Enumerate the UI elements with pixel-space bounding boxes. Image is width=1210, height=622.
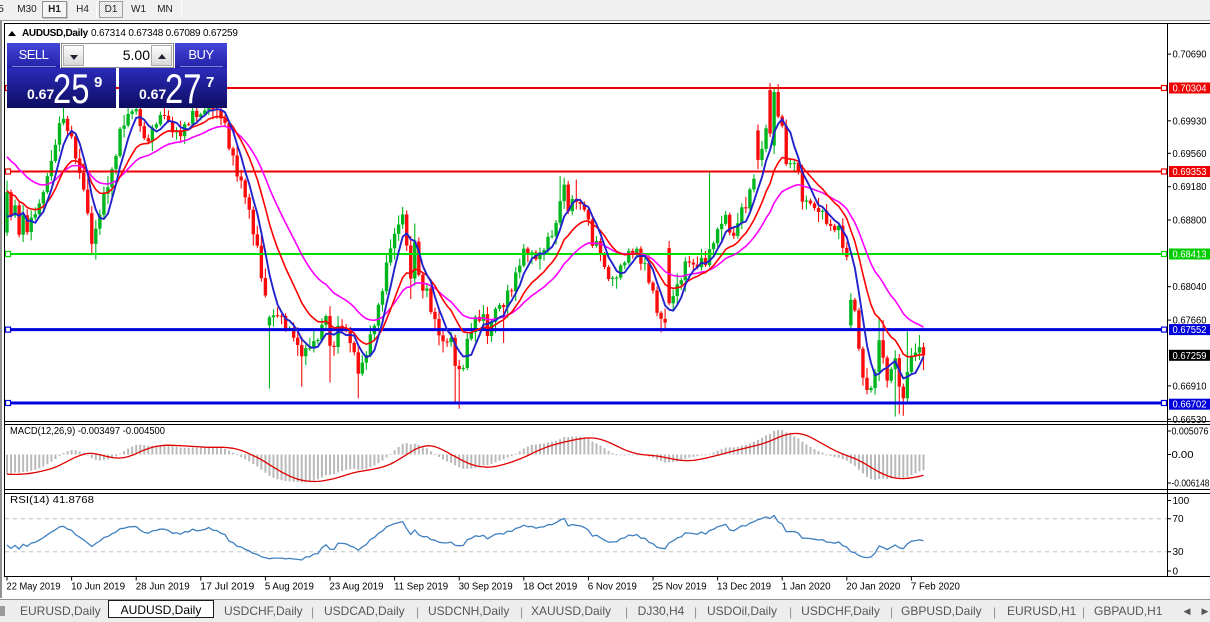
svg-text:-0.006148: -0.006148 bbox=[1172, 479, 1210, 490]
svg-text:0.67552: 0.67552 bbox=[1173, 325, 1207, 336]
svg-text:28 Jun 2019: 28 Jun 2019 bbox=[136, 582, 190, 593]
svg-text:100: 100 bbox=[1173, 496, 1190, 507]
svg-text:0.68040: 0.68040 bbox=[1173, 282, 1207, 293]
svg-text:0.69180: 0.69180 bbox=[1173, 182, 1207, 193]
svg-text:0.67259: 0.67259 bbox=[1173, 351, 1207, 362]
svg-text:25 Nov 2019: 25 Nov 2019 bbox=[653, 582, 707, 593]
svg-text:18 Oct 2019: 18 Oct 2019 bbox=[523, 582, 577, 593]
svg-text:20 Jan 2020: 20 Jan 2020 bbox=[846, 582, 900, 593]
svg-text:22 May 2019: 22 May 2019 bbox=[7, 582, 61, 593]
svg-text:30: 30 bbox=[1173, 547, 1185, 558]
svg-text:0.66530: 0.66530 bbox=[1173, 415, 1207, 426]
svg-text:10 Jun 2019: 10 Jun 2019 bbox=[71, 582, 125, 593]
svg-text:MACD(12,26,9) -0.003497 -0.004: MACD(12,26,9) -0.003497 -0.004500 bbox=[10, 426, 165, 437]
svg-text:7 Feb 2020: 7 Feb 2020 bbox=[911, 582, 960, 593]
svg-text:0.67660: 0.67660 bbox=[1173, 316, 1207, 327]
svg-text:RSI(14) 41.8768: RSI(14) 41.8768 bbox=[10, 495, 94, 506]
svg-text:17 Jul 2019: 17 Jul 2019 bbox=[200, 582, 254, 593]
svg-text:0.69560: 0.69560 bbox=[1173, 149, 1207, 160]
svg-text:11 Sep 2019: 11 Sep 2019 bbox=[394, 582, 448, 593]
svg-text:0.66910: 0.66910 bbox=[1173, 381, 1207, 392]
svg-text:0.68413: 0.68413 bbox=[1173, 250, 1207, 261]
svg-text:0.68800: 0.68800 bbox=[1173, 216, 1207, 227]
svg-text:0: 0 bbox=[1173, 567, 1179, 578]
svg-text:0.69353: 0.69353 bbox=[1173, 167, 1207, 178]
svg-text:1 Jan 2020: 1 Jan 2020 bbox=[782, 582, 831, 593]
svg-text:0.70690: 0.70690 bbox=[1173, 50, 1207, 61]
svg-text:13 Dec 2019: 13 Dec 2019 bbox=[717, 582, 771, 593]
svg-text:70: 70 bbox=[1173, 514, 1185, 525]
svg-text:30 Sep 2019: 30 Sep 2019 bbox=[459, 582, 513, 593]
svg-text:6 Nov 2019: 6 Nov 2019 bbox=[588, 582, 637, 593]
svg-text:0.69930: 0.69930 bbox=[1173, 116, 1207, 127]
svg-text:0.00: 0.00 bbox=[1172, 450, 1194, 461]
svg-text:5 Aug 2019: 5 Aug 2019 bbox=[265, 582, 314, 593]
svg-text:0.005076: 0.005076 bbox=[1172, 427, 1209, 438]
svg-text:0.66702: 0.66702 bbox=[1173, 400, 1207, 411]
svg-text:23 Aug 2019: 23 Aug 2019 bbox=[330, 582, 384, 593]
svg-text:0.70304: 0.70304 bbox=[1173, 84, 1207, 95]
